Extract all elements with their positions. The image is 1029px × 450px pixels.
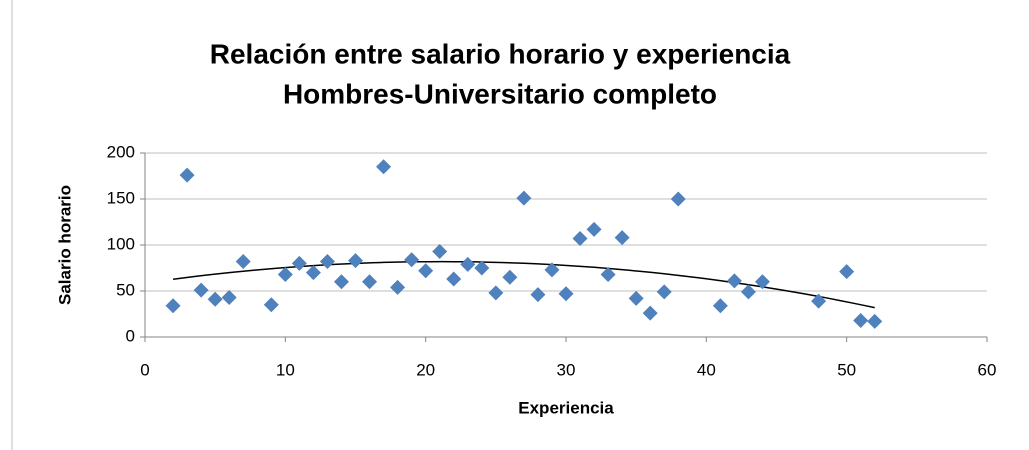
- y-axis-label: Salario horario: [55, 185, 74, 305]
- x-tick-label: 50: [837, 360, 856, 379]
- point: [390, 279, 406, 295]
- point: [586, 221, 602, 237]
- point: [165, 298, 181, 314]
- x-tick-label: 60: [978, 360, 997, 379]
- point: [263, 297, 279, 313]
- point: [642, 305, 658, 321]
- y-tick-label: 150: [107, 188, 135, 207]
- y-tick-label: 100: [107, 234, 135, 253]
- point: [333, 274, 349, 290]
- point: [207, 291, 223, 307]
- point: [600, 266, 616, 282]
- point: [614, 230, 630, 246]
- point: [348, 253, 363, 269]
- point: [460, 256, 476, 272]
- chart-title: Relación entre salario horario y experie…: [210, 38, 791, 69]
- point: [712, 298, 728, 314]
- point: [867, 313, 883, 329]
- x-tick-label: 40: [697, 360, 716, 379]
- point: [277, 266, 293, 282]
- point: [179, 167, 195, 183]
- point: [446, 271, 462, 287]
- point: [362, 274, 378, 290]
- point: [656, 284, 672, 300]
- point: [432, 243, 448, 259]
- x-tick-label: 0: [140, 360, 149, 379]
- point: [516, 190, 532, 206]
- x-tick-label: 10: [276, 360, 295, 379]
- point: [305, 265, 321, 281]
- point: [839, 264, 855, 280]
- point: [853, 312, 869, 328]
- point: [628, 290, 644, 306]
- y-tick-label: 200: [107, 142, 135, 161]
- point: [193, 282, 209, 298]
- point: [474, 260, 490, 276]
- point: [488, 285, 504, 301]
- point: [811, 293, 827, 309]
- point: [572, 231, 588, 247]
- point: [291, 255, 307, 271]
- point: [670, 191, 686, 207]
- chart-frame: [11, 0, 13, 450]
- point: [418, 263, 434, 279]
- y-tick-label: 0: [126, 326, 135, 345]
- point: [221, 289, 237, 305]
- x-tick-label: 20: [416, 360, 435, 379]
- point: [726, 273, 742, 289]
- point: [558, 286, 574, 302]
- point: [319, 254, 335, 270]
- point: [235, 254, 251, 270]
- point: [404, 252, 420, 268]
- point: [544, 262, 560, 278]
- x-axis-label: Experiencia: [518, 398, 614, 417]
- x-tick-label: 30: [557, 360, 576, 379]
- point: [740, 284, 756, 300]
- y-tick-label: 50: [116, 280, 135, 299]
- point: [376, 159, 392, 175]
- point: [530, 287, 546, 303]
- point: [754, 274, 770, 290]
- point: [502, 269, 518, 285]
- trendline: [173, 260, 875, 309]
- chart-subtitle: Hombres-Universitario completo: [283, 78, 717, 109]
